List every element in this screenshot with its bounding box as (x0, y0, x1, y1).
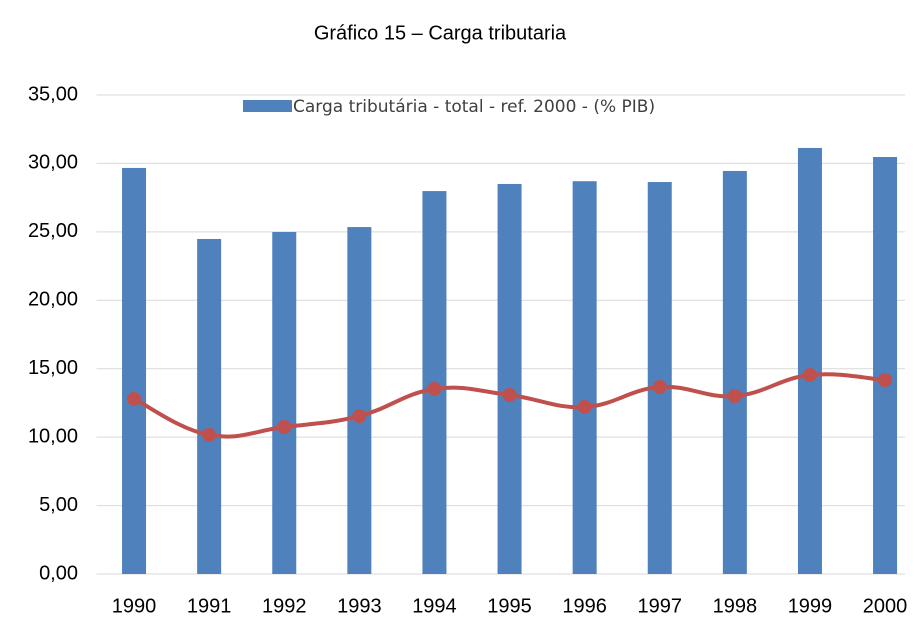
line-marker (652, 380, 667, 395)
x-tick-label: 1992 (262, 595, 307, 617)
y-tick-label: 35,00 (28, 83, 78, 105)
y-tick-label: 30,00 (28, 152, 78, 174)
x-tick-label: 1993 (337, 595, 382, 617)
bar (873, 156, 898, 575)
chart-title: Gráfico 15 – Carga tributaria (314, 22, 567, 44)
bar (797, 147, 822, 574)
bar (272, 231, 297, 574)
bar (722, 170, 747, 574)
line-marker (427, 381, 442, 396)
line-marker (202, 427, 217, 442)
x-tick-label: 1995 (487, 595, 532, 617)
x-tick-label: 1990 (112, 595, 157, 617)
y-tick-label: 25,00 (28, 220, 78, 242)
y-tick-label: 15,00 (28, 357, 78, 379)
bar (122, 167, 147, 574)
bar (347, 227, 372, 574)
legend-label: Carga tributária - total - ref. 2000 - (… (293, 97, 655, 117)
x-tick-label: 2000 (863, 595, 908, 617)
line-marker (878, 373, 893, 388)
legend-swatch (243, 100, 292, 112)
line-marker (802, 368, 817, 383)
line-marker (127, 391, 142, 406)
x-tick-label: 1997 (638, 595, 683, 617)
line-marker (577, 400, 592, 415)
bar (572, 181, 597, 574)
y-tick-label: 20,00 (28, 289, 78, 311)
y-tick-label: 10,00 (28, 425, 78, 447)
x-tick-label: 1999 (788, 595, 833, 617)
line-marker (727, 389, 742, 404)
line-marker (502, 387, 517, 402)
bar (647, 182, 672, 574)
x-tick-label: 1998 (713, 595, 758, 617)
bar (497, 183, 522, 574)
bar (197, 238, 222, 575)
x-tick-label: 1991 (187, 595, 232, 617)
line-marker (277, 420, 292, 435)
y-tick-label: 5,00 (39, 494, 78, 516)
line-marker (352, 409, 367, 424)
x-tick-label: 1994 (412, 595, 457, 617)
y-tick-label: 0,00 (39, 562, 78, 584)
x-tick-label: 1996 (562, 595, 607, 617)
